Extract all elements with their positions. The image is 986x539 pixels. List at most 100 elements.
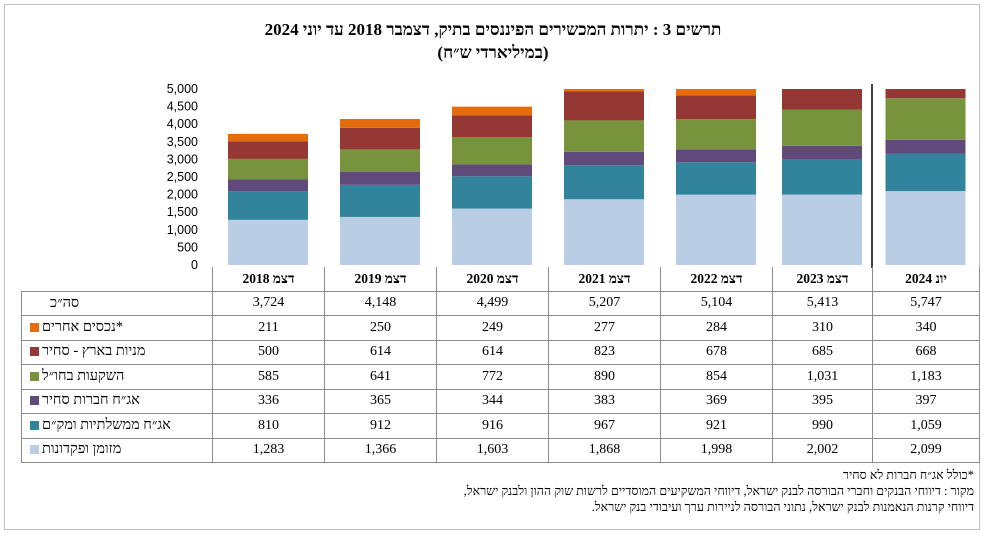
bar-segment [340, 127, 420, 150]
table-cell: 1,183 [872, 364, 980, 390]
bar-segment [676, 89, 756, 96]
footnote-other-assets: *כולל אג״ח חברות לא סחיר [842, 468, 974, 482]
y-tick-label: 2,000 [167, 188, 198, 202]
x-tick-label: דצמ 2021 [548, 267, 661, 292]
bar-segment [228, 158, 308, 180]
table-cell: 249 [436, 315, 549, 341]
table-cell: 916 [436, 413, 549, 439]
bar-segment [452, 115, 532, 138]
bar-segment [340, 216, 420, 265]
row-label: השקעות בחו״ל [21, 364, 213, 390]
bar-segment [564, 89, 644, 92]
bar-segment [340, 118, 420, 128]
bar-segment [564, 120, 644, 152]
y-tick-label: 0 [191, 258, 198, 272]
table-corner [21, 267, 213, 292]
bar-segment [782, 159, 862, 195]
legend-swatch-icon [30, 347, 39, 357]
table-row: אג״ח חברות סחיר 336 365 344 383 369 395 397 [21, 388, 980, 414]
table-cell: 344 [436, 388, 549, 414]
table-cell: 4,148 [324, 290, 437, 316]
bar-segment [340, 149, 420, 172]
table-cell: 990 [772, 413, 873, 439]
row-label-total: סה״כ [21, 290, 213, 316]
footnote-source-1: מקור : דיווחי הבנקים וחברי הבורסה לבנק י… [463, 484, 974, 498]
table-cell: 211 [212, 315, 325, 341]
table-cell: 772 [436, 364, 549, 390]
bar-segment [228, 133, 308, 142]
table-cell: 340 [872, 315, 980, 341]
bar-segment [228, 219, 308, 265]
bar-segment [228, 191, 308, 220]
figure-frame [4, 4, 980, 530]
legend-swatch-icon [30, 396, 39, 406]
x-tick-label: דצמ 2022 [660, 267, 773, 292]
y-tick-label: 2,500 [167, 170, 198, 184]
bar-segment [340, 184, 420, 217]
row-label: מניות בארץ - סחיר [21, 339, 213, 365]
legend-label: מזומן ופקדונות [42, 441, 122, 458]
row-label: אג״ח חברות סחיר [21, 388, 213, 414]
table-cell: 1,366 [324, 437, 437, 463]
row-label: *נכסים אחרים [21, 315, 213, 341]
table-cell: 967 [548, 413, 661, 439]
table-cell: 823 [548, 339, 661, 365]
footnote-source-2: דיווחי קרנות הנאמנות לבנק ישראל, נתוני ה… [591, 500, 974, 514]
table-cell: 336 [212, 388, 325, 414]
table-cell: 365 [324, 388, 437, 414]
bar-segment [452, 106, 532, 116]
y-tick-label: 3,000 [167, 152, 198, 166]
table-cell: 277 [548, 315, 661, 341]
data-table: דצמ 2018 דצמ 2019 דצמ 2020 דצמ 2021 דצמ 2022… [21, 267, 980, 463]
x-tick-label: יונ 2024 [872, 267, 980, 292]
table-cell: 1,059 [872, 413, 980, 439]
row-label: מזומן ופקדונות [21, 437, 213, 463]
x-tick-label: דצמ 2023 [772, 267, 873, 292]
table-cell: 810 [212, 413, 325, 439]
bar-segment [228, 141, 308, 159]
table-cell: 585 [212, 364, 325, 390]
table-cell: 284 [660, 315, 773, 341]
x-axis-labels-row: דצמ 2018 דצמ 2019 דצמ 2020 דצמ 2021 דצמ 2022… [21, 267, 980, 292]
table-cell: 369 [660, 388, 773, 414]
y-tick-label: 5,000 [167, 82, 198, 96]
bar-segment [885, 191, 966, 265]
table-cell: 614 [324, 339, 437, 365]
table-cell: 854 [660, 364, 773, 390]
table-cell: 250 [324, 315, 437, 341]
table-cell: 5,413 [772, 290, 873, 316]
table-cell: 383 [548, 388, 661, 414]
bar-segment [885, 139, 966, 154]
table-cell: 921 [660, 413, 773, 439]
table-cell: 4,499 [436, 290, 549, 316]
table-cell: 5,207 [548, 290, 661, 316]
table-row-total: סה״כ 3,724 4,148 4,499 5,207 5,104 5,413 5,747 [21, 290, 980, 316]
table-cell: 668 [872, 339, 980, 365]
bar-segment [782, 194, 862, 265]
row-label: אג״ח ממשלתיות ומק״ם [21, 413, 213, 439]
chart-title: תרשים 3 : יתרות המכשירים הפיננסים בתיק, … [264, 20, 722, 39]
table-row: אג״ח ממשלתיות ומק״ם 810 912 916 967 921 990 1,0… [21, 413, 980, 439]
table-cell: 1,868 [548, 437, 661, 463]
y-tick-label: 4,000 [167, 117, 198, 131]
table-cell: 397 [872, 388, 980, 414]
table-cell: 685 [772, 339, 873, 365]
bar-segment [885, 98, 966, 140]
bar-segment [782, 89, 862, 110]
table-cell: 310 [772, 315, 873, 341]
y-tick-label: 1,500 [167, 205, 198, 219]
bar-segment [452, 164, 532, 177]
legend-label: השקעות בחו״ל [42, 367, 125, 384]
bar-segment [885, 153, 966, 192]
legend-swatch-icon [30, 322, 39, 332]
bar-segment [676, 194, 756, 265]
legend-swatch-icon [30, 371, 39, 381]
bar-segment [676, 95, 756, 120]
table-cell: 500 [212, 339, 325, 365]
table-row: מזומן ופקדונות 1,283 1,366 1,603 1,868 1,998 2… [21, 437, 980, 463]
bar-segment [676, 162, 756, 195]
table-row: *נכסים אחרים 211 250 249 277 284 310 340 [21, 315, 980, 341]
legend-label: אג״ח ממשלתיות ומק״ם [42, 416, 171, 433]
legend-swatch-icon [30, 420, 39, 430]
